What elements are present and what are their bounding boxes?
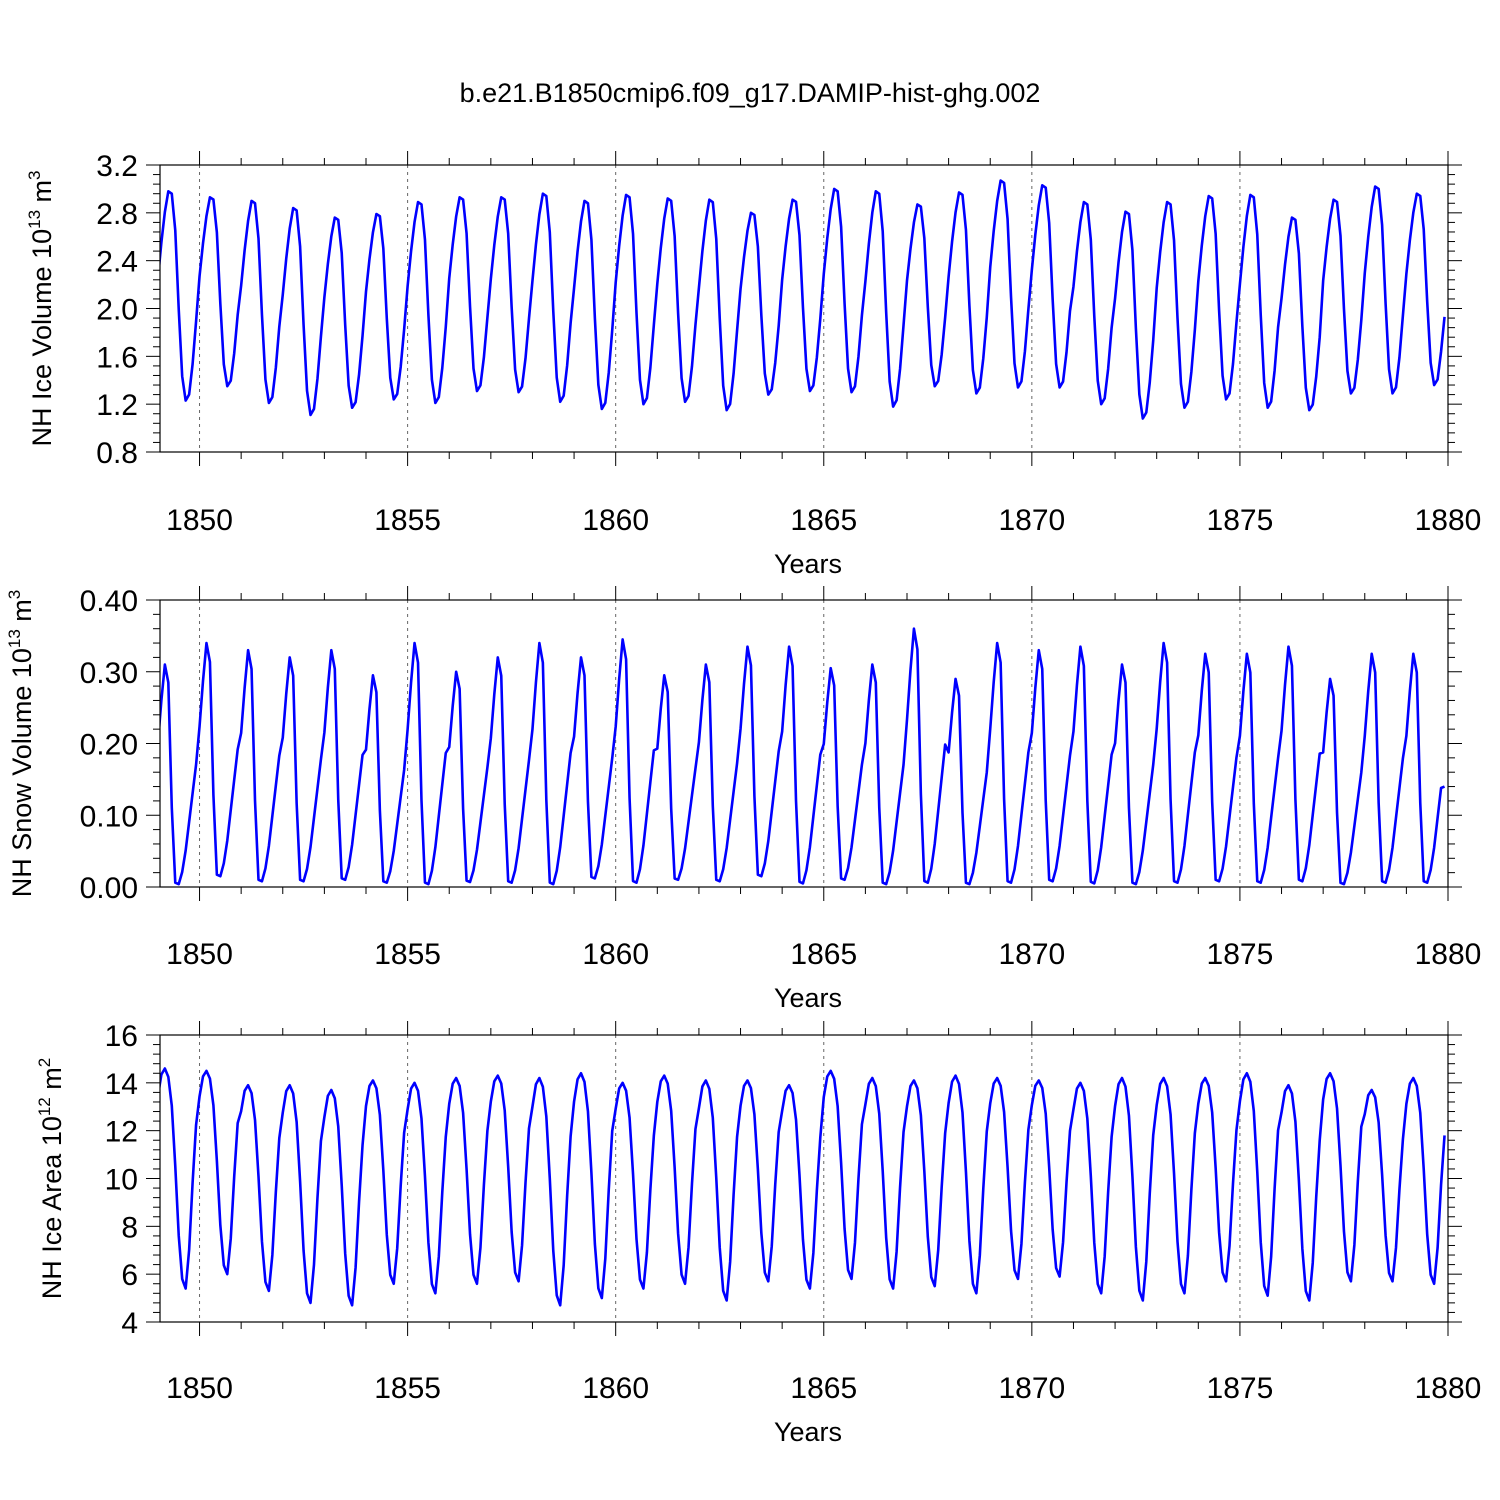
panel-ice-volume: 0.8 1.2 1.6 2.0 2.4 2.8 3.2 1850 1855 1860 1865 187… xyxy=(25,150,1481,579)
y-tick-label: 0.20 xyxy=(80,729,138,762)
series-line-snow-volume xyxy=(160,627,1446,886)
y-tick-label: 10 xyxy=(105,1164,138,1197)
y-tick-label: 0.8 xyxy=(96,437,138,470)
x-tick-label: 1870 xyxy=(998,938,1065,971)
y-tick-label: 14 xyxy=(105,1068,138,1101)
y-tick-label: 3.2 xyxy=(96,150,138,183)
panel-snow-volume: 0.00 0.10 0.20 0.30 0.40 1850 1855 1860 1865 1870… xyxy=(5,585,1481,1013)
x-tick-label: 1850 xyxy=(166,504,233,537)
panel-ice-area: 4 6 8 10 12 14 16 1850 1855 1860 1865 1870 1875 1880 Y… xyxy=(35,1020,1481,1447)
y-tick-label: 1.2 xyxy=(96,389,138,422)
x-tick-label: 1875 xyxy=(1207,1372,1274,1405)
x-tick-label: 1860 xyxy=(582,1372,649,1405)
x-axis-title: Years xyxy=(774,983,842,1013)
x-tick-label: 1880 xyxy=(1415,1372,1482,1405)
plot-frame xyxy=(159,1034,1449,1323)
x-tick-label: 1860 xyxy=(582,504,649,537)
series-line-ice-area xyxy=(160,1067,1446,1307)
y-tick-label: 0.30 xyxy=(80,657,138,690)
x-tick-label: 1855 xyxy=(374,938,441,971)
x-tick-label: 1870 xyxy=(998,1372,1065,1405)
x-tick-label: 1850 xyxy=(166,1372,233,1405)
x-tick-label: 1855 xyxy=(374,1372,441,1405)
y-tick-label: 0.00 xyxy=(80,872,138,905)
chart-title: b.e21.B1850cmip6.f09_g17.DAMIP-hist-ghg.… xyxy=(460,78,1041,108)
y-tick-label: 0.40 xyxy=(80,585,138,618)
x-tick-label: 1875 xyxy=(1207,938,1274,971)
x-tick-label: 1850 xyxy=(166,938,233,971)
x-tick-label: 1880 xyxy=(1415,938,1482,971)
y-tick-label: 2.8 xyxy=(96,198,138,231)
x-tick-label: 1860 xyxy=(582,938,649,971)
y-tick-label: 4 xyxy=(121,1307,138,1340)
x-tick-label: 1865 xyxy=(790,938,857,971)
x-tick-label: 1880 xyxy=(1415,504,1482,537)
y-tick-label: 12 xyxy=(105,1116,138,1149)
x-tick-label: 1870 xyxy=(998,504,1065,537)
y-axis-title: NH Ice Area 1012 m2 xyxy=(35,1058,67,1299)
y-tick-label: 1.6 xyxy=(96,341,138,374)
x-axis-title: Years xyxy=(774,549,842,579)
y-tick-label: 0.10 xyxy=(80,800,138,833)
y-tick-label: 6 xyxy=(121,1259,138,1292)
x-axis-title: Years xyxy=(774,1417,842,1447)
series-line-ice-volume xyxy=(160,179,1446,420)
y-tick-label: 2.4 xyxy=(96,246,138,279)
x-tick-label: 1865 xyxy=(790,1372,857,1405)
y-tick-label: 2.0 xyxy=(96,294,138,327)
y-axis-title: NH Ice Volume 1013 m3 xyxy=(25,171,57,447)
y-axis-title: NH Snow Volume 1013 m3 xyxy=(5,590,37,898)
x-tick-label: 1875 xyxy=(1207,504,1274,537)
x-tick-label: 1855 xyxy=(374,504,441,537)
y-tick-label: 16 xyxy=(105,1020,138,1053)
x-tick-label: 1865 xyxy=(790,504,857,537)
y-tick-label: 8 xyxy=(121,1211,138,1244)
